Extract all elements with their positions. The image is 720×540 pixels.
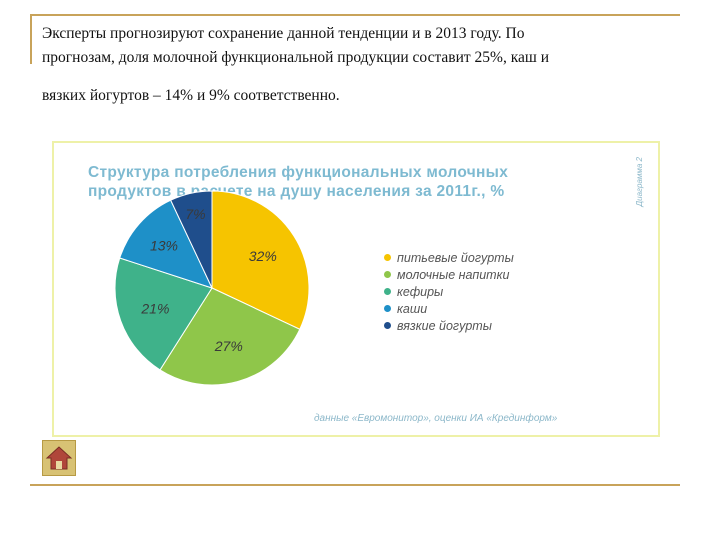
chart-title: Структура потребления функциональных мол… [88, 164, 509, 200]
pie-label-2: 27% [214, 338, 243, 354]
legend-item: молочные напитки [384, 266, 514, 283]
home-button[interactable] [42, 440, 76, 476]
frame-left-line [30, 14, 32, 64]
legend-label: вязкие йогурты [397, 318, 492, 333]
pie-slice-1 [211, 190, 310, 330]
frame-top-line [30, 14, 680, 16]
chart-source: данные «Евромонитор», оценки ИА «Крединф… [314, 413, 558, 424]
legend-item: кефиры [384, 283, 514, 300]
legend-item: питьевые йогурты [384, 249, 514, 266]
pie-slice-3 [114, 257, 213, 371]
chart-legend: питьевые йогурты молочные напитки кефиры ка… [384, 249, 514, 334]
pie-label-4: 13% [150, 238, 178, 254]
legend-marker [384, 288, 391, 295]
pie-label-1: 32% [249, 248, 277, 264]
chart-card: Структура потребления функциональных мол… [52, 141, 660, 437]
intro-line-2: прогнозам, доля молочной функциональной … [42, 49, 549, 66]
legend-marker [384, 305, 391, 312]
pie-chart: 32% 27% 21% 13% 7% [114, 190, 310, 386]
legend-item: вязкие йогурты [384, 317, 514, 334]
legend-label: молочные напитки [397, 267, 510, 282]
pie-label-5: 7% [185, 206, 205, 222]
legend-marker [384, 271, 391, 278]
pie-label-3: 21% [140, 300, 169, 316]
home-icon [45, 446, 73, 470]
legend-label: каши [397, 301, 428, 316]
pie-slice-2 [159, 287, 301, 386]
legend-marker [384, 322, 391, 329]
legend-label: питьевые йогурты [397, 250, 514, 265]
frame-bottom-line [30, 484, 680, 486]
legend-item: каши [384, 300, 514, 317]
legend-marker [384, 254, 391, 261]
pie-slice-4 [119, 199, 213, 289]
pie-slice-5 [170, 190, 213, 289]
intro-line-1: Эксперты прогнозируют сохранение данной … [42, 25, 525, 42]
intro-text: Эксперты прогнозируют сохранение данной … [42, 22, 672, 108]
intro-line-3: вязких йогуртов – 14% и 9% соответственн… [42, 87, 340, 104]
legend-label: кефиры [397, 284, 444, 299]
